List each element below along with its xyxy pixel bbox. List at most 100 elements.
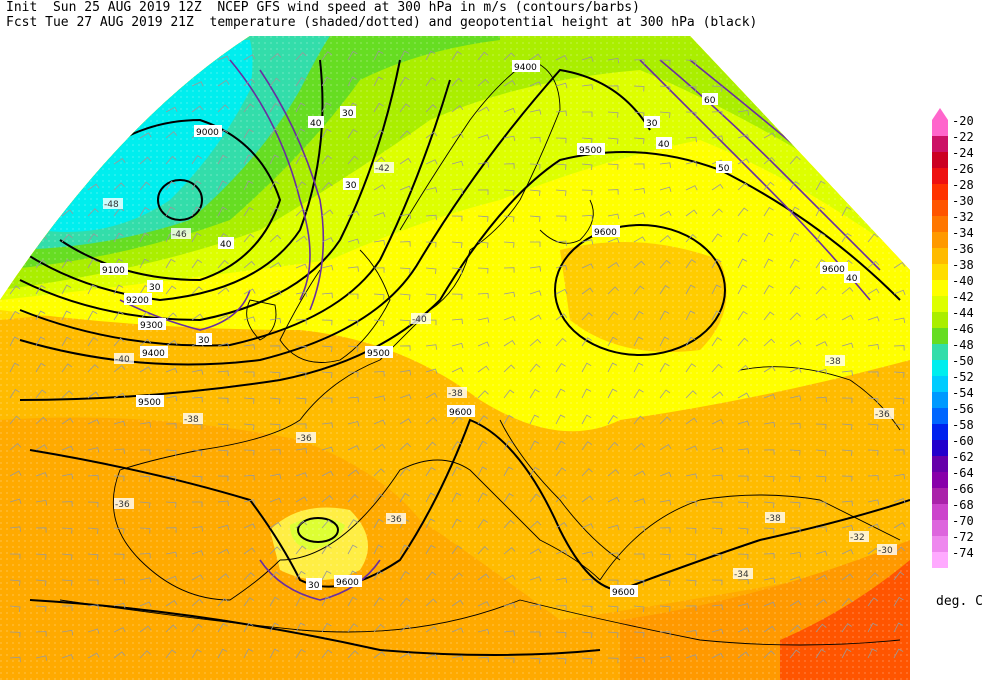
wind-barb	[477, 134, 490, 140]
height-label-box	[194, 125, 222, 137]
wind-barb	[35, 362, 46, 373]
wind-barb	[841, 154, 852, 165]
wind-barb	[867, 449, 879, 456]
wind-barb	[321, 265, 334, 271]
wind-barb	[139, 577, 152, 583]
wind-barb	[529, 631, 541, 637]
wind-barb	[269, 289, 282, 296]
wind-barb	[269, 473, 282, 480]
wind-barb	[737, 553, 749, 560]
wind-barb	[191, 105, 204, 113]
colorbar-swatch	[932, 408, 948, 424]
wind-barb	[243, 206, 254, 217]
height-contour-9600	[29, 418, 910, 592]
wind-barb	[165, 58, 177, 64]
wind-barb	[815, 369, 828, 375]
wind-barb	[555, 363, 566, 373]
wind-barb	[139, 366, 152, 373]
wind-barb	[425, 626, 438, 633]
wind-barb	[503, 80, 516, 87]
wind-barb	[321, 649, 333, 659]
wind-barb	[35, 527, 47, 533]
wind-barb	[737, 310, 748, 321]
colorbar-label: -22	[952, 130, 974, 144]
wind-barb	[737, 420, 750, 426]
wind-barb	[607, 137, 619, 145]
wind-barb	[659, 259, 671, 269]
wind-barb	[269, 317, 282, 324]
wind-barb	[555, 631, 567, 638]
wind-barb	[139, 650, 151, 659]
colorbar-label: -72	[952, 530, 974, 544]
wind-barb	[659, 605, 671, 612]
wind-barb	[347, 544, 358, 555]
wind-label: 30	[646, 119, 658, 129]
wind-barb	[607, 631, 619, 638]
wind-barb	[113, 365, 126, 373]
wind-barb	[9, 111, 21, 119]
wind-barb	[529, 363, 541, 373]
wind-barb	[243, 499, 256, 505]
wind-barb	[841, 449, 853, 456]
wind-barb	[789, 423, 801, 429]
wind-barb	[87, 110, 99, 117]
wind-barb	[633, 656, 645, 663]
wind-barb	[503, 241, 515, 248]
wind-barb	[763, 553, 775, 559]
wind-barb	[815, 501, 827, 508]
wind-barb	[607, 657, 619, 664]
wind-barb	[659, 210, 672, 217]
ireland-coast	[246, 299, 277, 341]
wind-barb	[244, 371, 255, 377]
wind-label-box	[716, 161, 732, 173]
wind-barb	[425, 187, 438, 193]
wind-barb	[269, 154, 280, 165]
wind-barb	[685, 310, 696, 321]
height-label: 9600	[612, 588, 635, 598]
wind-barb	[893, 397, 905, 405]
wind-barb	[347, 293, 359, 300]
wind-barb	[529, 493, 541, 503]
colorbar-label: -56	[952, 402, 974, 416]
wind-barb	[659, 527, 671, 533]
wind-barb	[87, 59, 99, 67]
wind-barb	[399, 492, 410, 503]
wind-barb	[451, 51, 462, 61]
wind-barb	[763, 449, 775, 455]
wind-barb	[243, 648, 254, 659]
temp-label: -36	[875, 410, 890, 420]
wind-barb	[555, 82, 568, 89]
wind-barb	[477, 519, 488, 529]
wind-barb	[503, 574, 516, 581]
wind-barb	[633, 236, 646, 243]
colorbar-label: -32	[952, 210, 974, 224]
wind-barb	[711, 363, 723, 373]
wind-barb	[659, 85, 671, 92]
wind-barb	[139, 156, 152, 165]
wind-barb	[659, 553, 671, 560]
wind-barb	[113, 232, 124, 243]
wind-barb	[867, 180, 878, 191]
wind-barb	[321, 495, 334, 503]
wind-barb	[841, 180, 852, 191]
wind-barb	[867, 154, 878, 165]
colorbar-label: -52	[952, 370, 974, 384]
wind-barb	[607, 57, 620, 64]
height-label: 9200	[126, 296, 149, 306]
wind-barb	[867, 233, 879, 243]
wind-barb	[373, 319, 385, 327]
wind-barb	[295, 291, 308, 297]
wind-barb	[477, 601, 490, 607]
wind-barb	[9, 260, 21, 269]
wind-barb	[139, 449, 151, 455]
wind-barb	[321, 397, 333, 404]
wind-barb	[477, 629, 490, 635]
wind-barb	[217, 154, 228, 165]
wind-barb	[581, 189, 593, 196]
wind-barb	[243, 523, 256, 529]
wind-barb	[711, 604, 723, 610]
wind-barb	[841, 598, 853, 607]
wind-barb	[113, 420, 126, 427]
wind-barb	[477, 492, 488, 503]
wind-barb	[217, 397, 229, 404]
